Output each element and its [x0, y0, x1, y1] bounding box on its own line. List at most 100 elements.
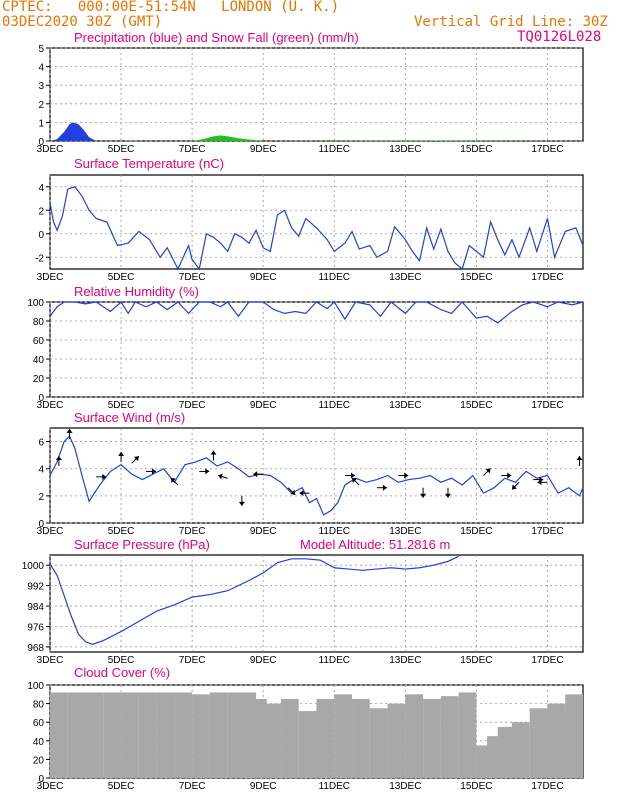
cloud-bar — [280, 698, 299, 778]
x-tick-label: 3DEC — [37, 655, 64, 666]
y-tick-label: 40 — [33, 737, 45, 748]
x-tick-label: 7DEC — [179, 781, 206, 792]
x-tick-label: 15DEC — [460, 400, 492, 411]
wind-vector-head — [290, 489, 296, 495]
x-tick-label: 17DEC — [531, 272, 563, 283]
cloud-bar — [387, 703, 406, 778]
x-tick-label: 17DEC — [531, 400, 563, 411]
cloud-bar — [440, 696, 459, 778]
cloud-bar — [248, 698, 267, 778]
cloud-bar — [85, 692, 104, 778]
x-tick-label: 5DEC — [108, 272, 135, 283]
wind-vector-head — [350, 472, 355, 479]
wind-vector-head — [404, 472, 409, 479]
x-tick-label: 3DEC — [37, 144, 64, 155]
x-tick-label: 15DEC — [460, 655, 492, 666]
series-area-precip — [50, 122, 246, 141]
cloud-bar — [547, 703, 566, 778]
x-tick-label: 7DEC — [179, 526, 206, 537]
x-tick-label: 17DEC — [531, 526, 563, 537]
cloud-bar — [263, 703, 281, 778]
wind-vector-head — [218, 473, 223, 480]
x-tick-label: 7DEC — [179, 400, 206, 411]
cloud-bar — [103, 692, 122, 778]
cloud-bar — [334, 694, 353, 778]
y-tick-label: 20 — [33, 374, 45, 385]
wind-vector-head — [133, 456, 139, 462]
x-tick-label: 13DEC — [389, 781, 421, 792]
series-line — [49, 186, 584, 271]
cloud-bar — [423, 698, 441, 778]
cloud-bar — [67, 692, 86, 778]
wind-vector-head — [66, 428, 73, 433]
header-code: TQ0126L028 — [517, 29, 602, 45]
x-tick-label: 9DEC — [250, 655, 277, 666]
x-tick-label: 9DEC — [250, 144, 277, 155]
x-tick-label: 7DEC — [179, 272, 206, 283]
y-tick-label: -2 — [35, 253, 44, 264]
cloud-bar — [352, 698, 370, 778]
y-tick-label: 992 — [27, 582, 44, 593]
cloud-bar — [458, 692, 477, 778]
x-tick-label: 11DEC — [319, 272, 351, 283]
panel-title: Surface Pressure (hPa) — [74, 537, 210, 552]
panel-0: Precipitation (blue) and Snow Fall (gree… — [37, 30, 584, 155]
cloud-bar — [174, 692, 193, 778]
y-tick-label: 968 — [27, 643, 44, 654]
x-tick-label: 15DEC — [460, 144, 492, 155]
wind-vector-head — [118, 451, 125, 456]
x-tick-label: 5DEC — [108, 781, 135, 792]
wind-vector-head — [507, 472, 512, 479]
wind-vector-head — [420, 493, 427, 498]
series-line — [49, 301, 584, 324]
wind-vector-head — [537, 479, 542, 486]
wind-vector-head — [205, 468, 210, 475]
y-tick-label: 2 — [38, 492, 44, 503]
y-tick-label: 60 — [33, 718, 45, 729]
x-tick-label: 3DEC — [37, 272, 64, 283]
cloud-bar — [565, 694, 583, 778]
y-tick-label: 2 — [38, 100, 44, 111]
x-tick-label: 3DEC — [37, 526, 64, 537]
x-tick-label: 13DEC — [389, 655, 421, 666]
y-tick-label: 4 — [38, 63, 44, 74]
cloud-bar — [209, 692, 228, 778]
x-tick-label: 3DEC — [37, 400, 64, 411]
wind-vector-head — [511, 484, 517, 490]
x-tick-label: 7DEC — [179, 144, 206, 155]
x-tick-label: 13DEC — [389, 526, 421, 537]
y-tick-label: 20 — [33, 755, 45, 766]
wind-vector-head — [576, 456, 583, 460]
x-tick-label: 5DEC — [108, 526, 135, 537]
cloud-bar — [50, 692, 68, 778]
x-tick-label: 7DEC — [179, 655, 206, 666]
y-tick-label: 40 — [33, 355, 45, 366]
panel-title: Surface Wind (m/s) — [74, 410, 185, 425]
x-tick-label: 15DEC — [460, 526, 492, 537]
series-area-snow — [124, 135, 584, 141]
y-tick-label: 984 — [27, 602, 44, 613]
wind-vector-head — [170, 477, 176, 483]
y-tick-label: 0 — [38, 393, 44, 404]
x-tick-label: 5DEC — [108, 655, 135, 666]
x-tick-label: 9DEC — [250, 526, 277, 537]
x-tick-label: 11DEC — [319, 781, 351, 792]
wind-vector-head — [238, 501, 245, 506]
y-tick-label: 1 — [38, 118, 44, 129]
panel-frame — [49, 554, 584, 653]
series-line — [49, 435, 584, 516]
x-tick-label: 17DEC — [531, 655, 563, 666]
panel-title: Relative Humidity (%) — [74, 284, 199, 299]
x-tick-label: 9DEC — [250, 272, 277, 283]
y-tick-label: 4 — [38, 465, 44, 476]
x-tick-label: 5DEC — [108, 144, 135, 155]
x-tick-label: 11DEC — [319, 144, 351, 155]
x-tick-label: 9DEC — [250, 781, 277, 792]
x-tick-label: 11DEC — [319, 400, 351, 411]
y-tick-label: 976 — [27, 622, 44, 633]
cloud-bar — [511, 722, 530, 778]
y-tick-label: 2 — [38, 206, 44, 217]
panel-frame — [49, 301, 584, 398]
wind-vector-head — [151, 468, 156, 475]
